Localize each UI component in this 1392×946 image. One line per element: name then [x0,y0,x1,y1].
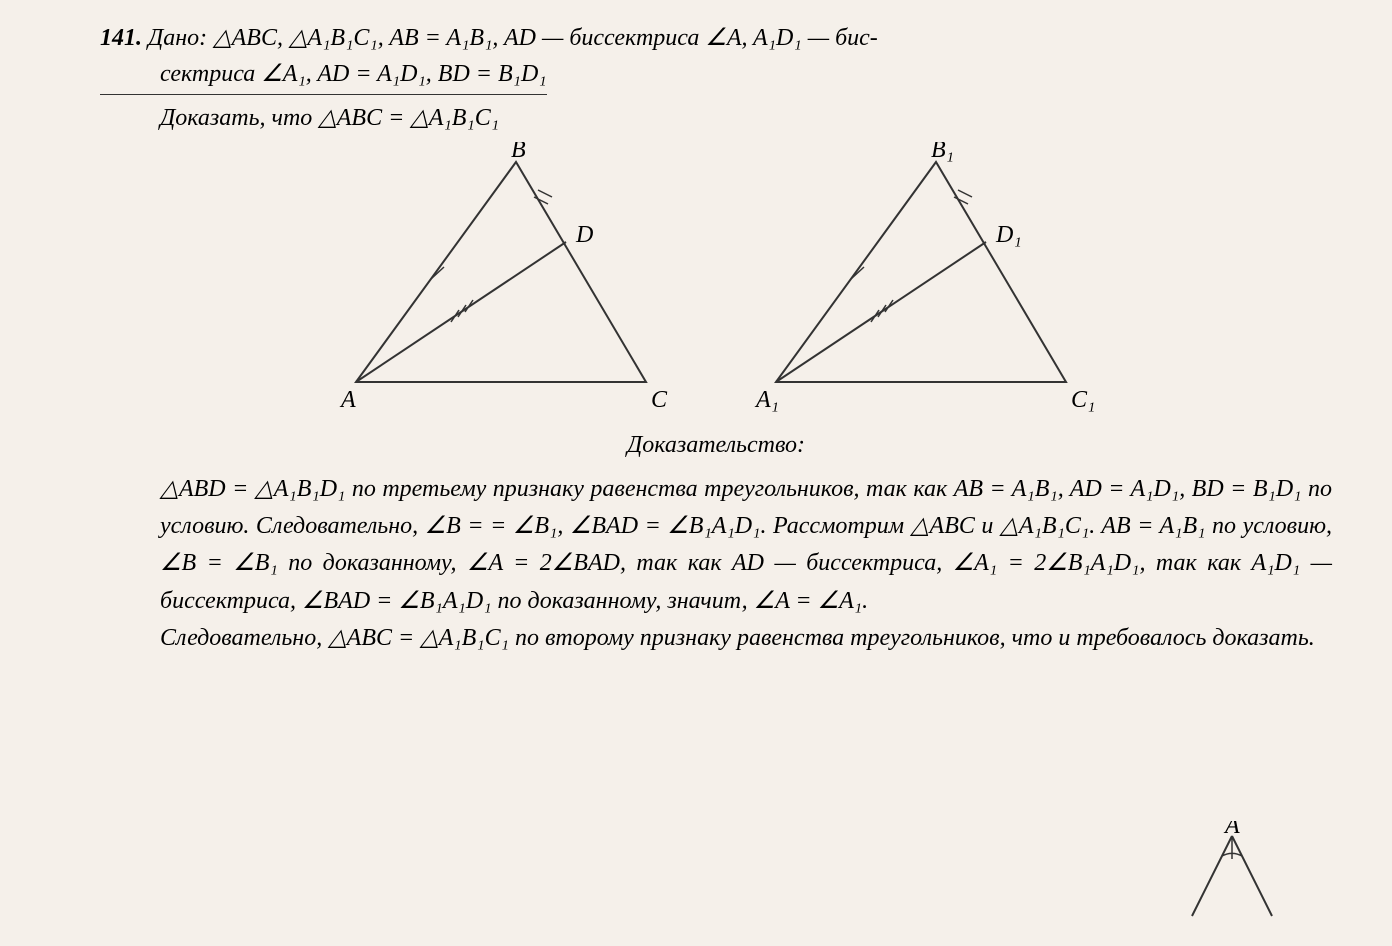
diagram-2: A₁ B₁ C₁ D₁ [736,142,1116,422]
prove-line: Доказать, что △ABC = △A₁B₁C₁ [100,103,1332,132]
given-line-1: 141. Дано: △ABC, △A₁B₁C₁, AB = A₁B₁, AD … [100,20,1332,56]
label-b: B [511,142,526,163]
label-c1: C₁ [1071,387,1095,413]
given-label: Дано: [148,25,207,51]
label-d1: D₁ [995,222,1022,248]
small-triangle-svg: A [1172,821,1292,921]
small-label-a: A [1223,821,1240,839]
proof-conclusion: Следовательно, △ABC = △A₁B₁C₁ по второму… [160,625,1315,651]
tick-bd-2 [538,190,552,197]
triangle-a1b1c1 [776,162,1066,382]
label-a1: A₁ [754,387,779,413]
label-c: C [651,387,668,413]
label-a: A [339,387,356,413]
triangle-abc [356,162,646,382]
triangle-2-svg: A₁ B₁ C₁ D₁ [736,142,1116,422]
given-text-2: сектриса ∠A₁, AD = A₁D₁, BD = B₁D₁ [100,56,547,95]
proof-title: Доказательство: [100,432,1332,459]
diagram-1: A B C D [316,142,696,422]
prove-label: Доказать, что [160,105,312,131]
label-d: D [575,222,593,248]
prove-text: △ABC = △A₁B₁C₁ [318,105,499,131]
proof-main-text: △ABD = △A₁B₁D₁ по третьему признаку раве… [160,476,1332,614]
problem-number: 141. [100,25,142,51]
given-text-1: △ABC, △A₁B₁C₁, AB = A₁B₁, AD — биссектри… [213,25,878,51]
small-triangle-diagram: A [1172,821,1292,926]
proof-body: △ABD = △A₁B₁D₁ по третьему признаку раве… [100,471,1332,657]
tick-b1d1-2 [958,190,972,197]
diagrams-container: A B C D A₁ B₁ C₁ D₁ [100,142,1332,422]
given-line-2-wrapper: сектриса ∠A₁, AD = A₁D₁, BD = B₁D₁ [100,56,1332,95]
label-b1: B₁ [931,142,954,163]
triangle-1-svg: A B C D [316,142,696,422]
given-section: 141. Дано: △ABC, △A₁B₁C₁, AB = A₁B₁, AD … [100,20,1332,95]
